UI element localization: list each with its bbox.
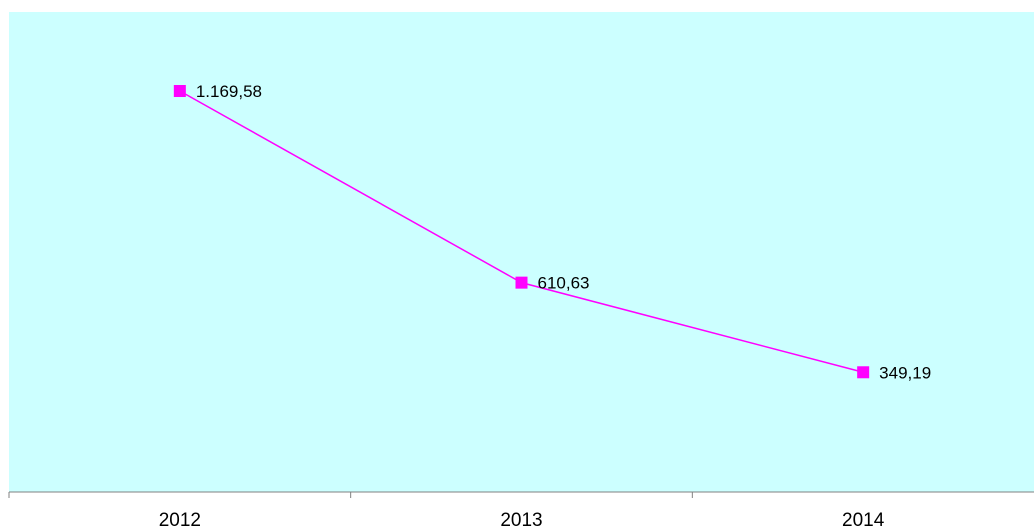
data-label-layer: 1.169,58 610,63 349,19 — [196, 82, 931, 382]
data-point-marker — [857, 366, 870, 379]
data-point-marker — [515, 276, 528, 289]
x-tick-label: 2012 — [159, 510, 201, 529]
data-point-marker — [173, 85, 186, 98]
plot-area — [9, 12, 1034, 492]
series-layer — [173, 85, 870, 379]
data-label: 1.169,58 — [196, 82, 262, 101]
x-tick-label: 2014 — [842, 510, 885, 529]
data-label: 349,19 — [879, 363, 931, 382]
data-label: 610,63 — [538, 274, 590, 293]
x-tick-label: 2013 — [500, 510, 542, 529]
x-axis: 2012 2013 2014 — [8, 491, 1034, 529]
